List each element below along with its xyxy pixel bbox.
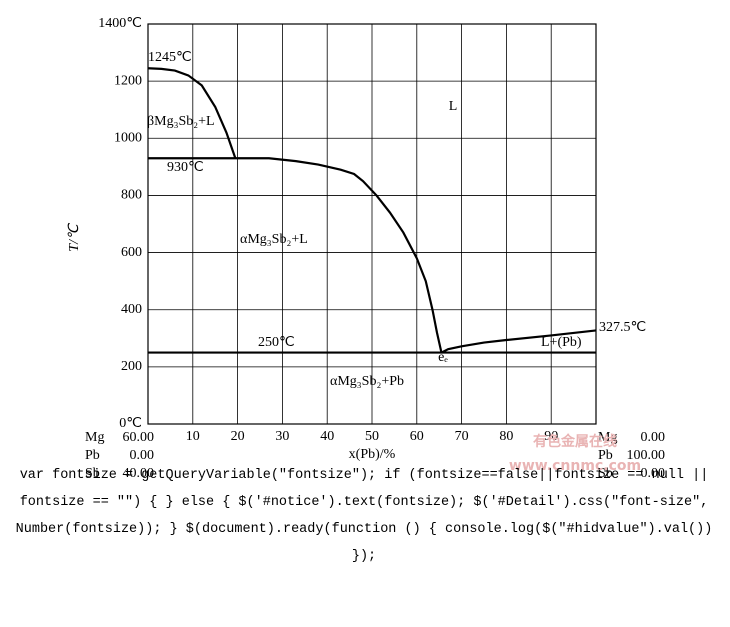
composition-value: 100.00 bbox=[627, 448, 666, 463]
annotation: 930℃ bbox=[167, 160, 204, 175]
x-tick-label: 20 bbox=[231, 429, 245, 444]
annotation: L bbox=[449, 99, 458, 114]
phase-boundary bbox=[147, 67, 237, 159]
composition-value: 0.00 bbox=[641, 466, 666, 481]
annotation: L+(Pb) bbox=[541, 335, 582, 350]
y-tick-label: 1400℃ bbox=[98, 16, 142, 31]
y-tick-label: 1200 bbox=[114, 73, 142, 88]
y-axis-label: T/℃ bbox=[67, 222, 82, 252]
watermark: www.cnnmc.com bbox=[509, 458, 641, 474]
x-tick-label: 90 bbox=[544, 429, 558, 444]
body-text: var fontsize = getQueryVariable("fontsiz… bbox=[15, 468, 713, 564]
annotation: αMg₃Sb₂+Pb bbox=[330, 374, 404, 389]
x-tick-label: 60 bbox=[410, 429, 424, 444]
composition-element: Sb bbox=[85, 466, 100, 481]
annotation: 1245℃ bbox=[148, 50, 192, 65]
composition-value: 0.00 bbox=[130, 448, 155, 463]
annotation: eₑ bbox=[438, 350, 448, 365]
x-tick-label: 50 bbox=[365, 429, 379, 444]
x-tick-label: 40 bbox=[320, 429, 334, 444]
y-tick-label: 200 bbox=[121, 359, 142, 374]
composition-value: 40.00 bbox=[123, 466, 155, 481]
x-tick-label: 70 bbox=[455, 429, 469, 444]
x-tick-label: 30 bbox=[275, 429, 289, 444]
phase-boundary bbox=[148, 157, 443, 353]
x-axis-label: x(Pb)/% bbox=[349, 447, 396, 462]
composition-element: Mg bbox=[85, 430, 104, 445]
composition-element: Pb bbox=[85, 448, 100, 463]
composition-element: Sb bbox=[598, 466, 613, 481]
composition-value: 60.00 bbox=[123, 430, 155, 445]
y-tick-label: 1000 bbox=[114, 131, 142, 146]
y-tick-label: 400 bbox=[121, 302, 142, 317]
y-tick-label: 0℃ bbox=[119, 416, 142, 431]
phase-boundary bbox=[440, 329, 597, 354]
annotation: βMg₃Sb₂+L bbox=[147, 114, 215, 129]
composition-element: Pb bbox=[598, 448, 613, 463]
composition-element: Mg bbox=[598, 430, 617, 445]
annotation: 250℃ bbox=[258, 335, 295, 350]
y-tick-label: 800 bbox=[121, 188, 142, 203]
x-tick-label: 80 bbox=[499, 429, 513, 444]
y-tick-label: 600 bbox=[121, 245, 142, 260]
composition-value: 0.00 bbox=[641, 430, 666, 445]
x-tick-label: 10 bbox=[186, 429, 200, 444]
annotation: 327.5℃ bbox=[599, 320, 646, 335]
annotation: αMg₃Sb₂+L bbox=[240, 232, 308, 247]
watermark: 有色金属在线 bbox=[533, 433, 617, 450]
